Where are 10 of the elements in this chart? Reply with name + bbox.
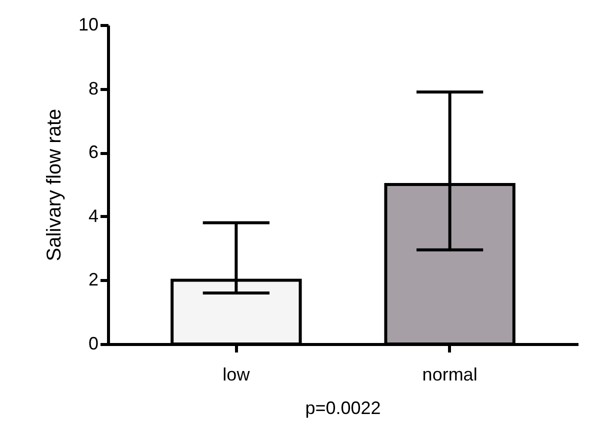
y-tick-label: 6 — [88, 142, 98, 162]
x-tick-label: normal — [422, 364, 478, 384]
y-tick-label: 10 — [78, 14, 98, 34]
x-tick-label: low — [222, 364, 251, 384]
text: p=0.0022 — [305, 398, 381, 418]
y-tick-label: 8 — [88, 78, 98, 98]
y-tick-label: 0 — [88, 334, 98, 354]
y-tick-label: 2 — [88, 270, 98, 290]
y-axis-title: Salivary flow rate — [43, 108, 66, 262]
y-tick-label: 4 — [88, 206, 98, 226]
